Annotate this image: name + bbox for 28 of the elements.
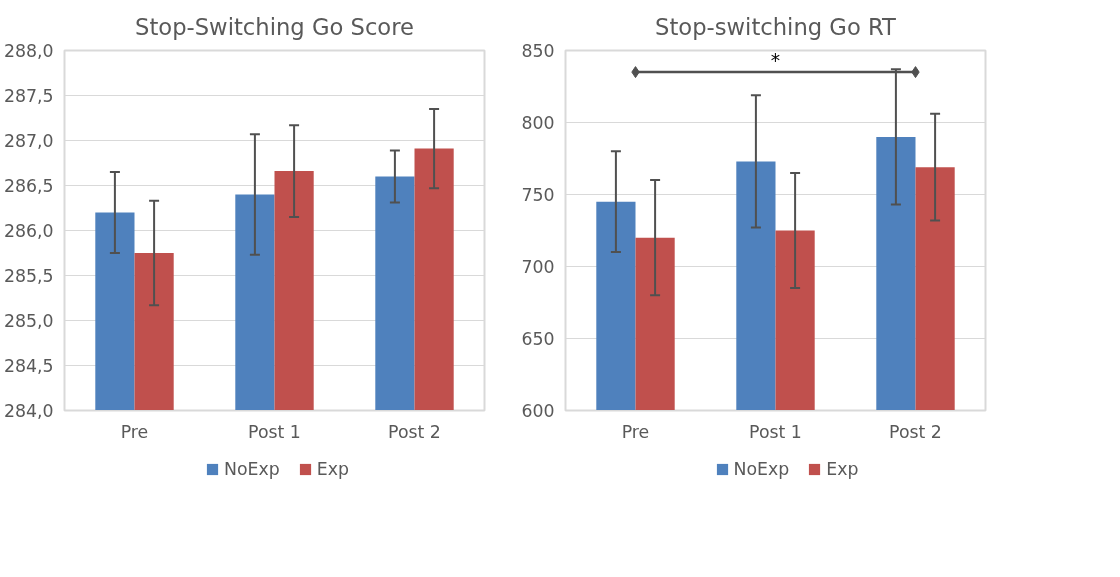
legend-label: Exp [826, 459, 859, 479]
legend-label: Exp [316, 459, 349, 479]
y-tick-label: 288,0 [3, 41, 54, 61]
x-tick-label: Pre [621, 421, 650, 442]
annotation: * [770, 50, 781, 72]
x-tick-label: Post 1 [248, 421, 301, 442]
y-tick-label: 287,5 [3, 86, 54, 106]
y-tick-label: 285,0 [3, 311, 54, 331]
y-tick-label: 650 [521, 329, 555, 349]
x-tick-label: Post 2 [388, 421, 441, 442]
y-tick-label: 750 [521, 185, 555, 205]
y-tick-label: 285,5 [3, 266, 54, 286]
chart-title: Stop-Switching Go Score [135, 13, 414, 40]
y-tick-label: 284,5 [3, 356, 54, 376]
y-tick-label: 850 [521, 41, 555, 61]
legend-label: NoExp [733, 459, 790, 479]
y-tick-label: 600 [521, 401, 555, 421]
chart-title: Stop-switching Go RT [655, 13, 897, 40]
x-tick-label: Post 1 [749, 421, 802, 442]
y-tick-label: 700 [521, 257, 555, 277]
y-tick-label: 800 [521, 113, 555, 133]
x-tick-label: Pre [120, 421, 149, 442]
y-tick-label: 286,0 [3, 221, 54, 241]
legend-label: NoExp [224, 459, 280, 479]
y-tick-label: 284,0 [3, 401, 54, 421]
x-tick-label: Post 2 [889, 421, 942, 442]
y-tick-label: 286,5 [3, 176, 54, 196]
y-tick-label: 287,0 [3, 131, 54, 151]
